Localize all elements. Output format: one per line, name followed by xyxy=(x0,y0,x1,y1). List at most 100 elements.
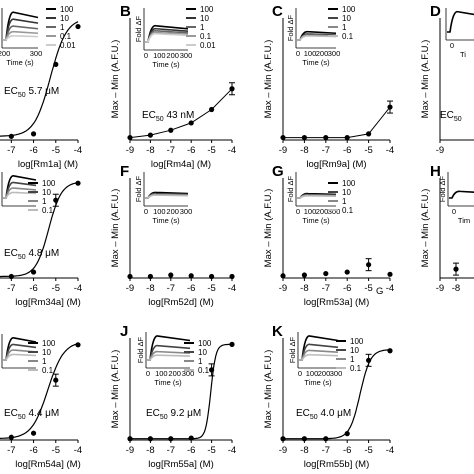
data-point xyxy=(8,273,14,280)
x-axis-label: log[Rm53a] (M) xyxy=(304,297,369,308)
legend-label: 100 xyxy=(42,339,56,348)
data-point xyxy=(229,341,235,347)
data-point xyxy=(8,434,14,440)
data-point xyxy=(280,134,286,141)
data-point xyxy=(366,131,372,137)
x-tick-label: -7 xyxy=(322,145,330,156)
inset-trace xyxy=(447,10,474,33)
x-tick-label: -8 xyxy=(146,145,154,156)
legend-label: 1 xyxy=(60,23,65,32)
x-tick-label: -6 xyxy=(343,445,351,456)
panel-6: G Max – Min (A.F.U.) -9 -8 -7 -6 -5 -4 log[Rm53a… xyxy=(263,163,394,308)
data-point xyxy=(30,430,37,436)
x-axis-label: log[Rm52d] (M) xyxy=(148,297,213,308)
data-point xyxy=(127,273,133,280)
panel-letter: J xyxy=(120,323,128,340)
y-axis-label: Max – Min (A.F.U.) xyxy=(263,350,274,429)
x-tick-label: -4 xyxy=(74,445,82,456)
x-tick-label: -5 xyxy=(52,283,60,294)
x-tick-label: -7 xyxy=(167,445,175,456)
legend-label: 100 xyxy=(342,179,356,188)
x-axis-label: log[Rm4a] (M) xyxy=(151,159,211,170)
x-tick-label: -4 xyxy=(74,145,82,156)
inset-x-tick: 0 xyxy=(146,369,150,378)
ec50-label: EC50 5.7 μM xyxy=(4,86,59,99)
inset-x-tick: 0 xyxy=(296,49,300,58)
data-point xyxy=(323,436,329,442)
data-point xyxy=(344,134,350,141)
ec50-value: 5.7 μM xyxy=(26,86,60,97)
inset-x-tick: 200 xyxy=(0,49,10,58)
inset-y-label: Fold ΔF xyxy=(288,336,297,363)
fit-curve xyxy=(283,106,391,139)
inset-x-tick: 0 xyxy=(144,207,148,216)
data-point xyxy=(53,61,59,67)
y-axis-label: Max – Min (A.F.U.) xyxy=(420,40,431,119)
legend-label: 1 xyxy=(198,357,203,366)
inset-x-tick: 0 xyxy=(450,41,454,50)
x-tick-label: -6 xyxy=(187,145,195,156)
legend-label: 10 xyxy=(60,14,69,23)
x-axis-label: log[Rm55a] (M) xyxy=(148,459,213,470)
legend-label: 0.01 xyxy=(60,41,76,50)
inset-x-label: Tim xyxy=(458,216,470,225)
inset-x-tick: 300 xyxy=(180,207,193,216)
inset-x-label: Time (s) xyxy=(154,378,182,387)
data-point xyxy=(280,273,286,279)
data-point xyxy=(188,273,194,279)
legend-label: 100 xyxy=(60,5,74,14)
inset-x-tick: 300 xyxy=(328,207,341,216)
x-tick-label: -7 xyxy=(7,145,15,156)
inset-x-label: Time (s) xyxy=(152,60,180,69)
x-axis-label: log[Rm55b] (M) xyxy=(304,459,369,470)
legend-label: 100 xyxy=(198,339,212,348)
panel-letter: F xyxy=(120,163,129,180)
inset-trace xyxy=(297,35,337,41)
x-tick-label: -4 xyxy=(228,145,236,156)
legend-label: 1 xyxy=(200,23,205,32)
x-tick-label: -5 xyxy=(52,445,60,456)
legend-label: 0.1 xyxy=(42,206,54,215)
x-axis-label: log[Rm1a] (M) xyxy=(18,159,78,170)
legend-label: 0.1 xyxy=(60,32,72,41)
x-tick-label: -9 xyxy=(126,283,134,294)
x-tick-label: -8 xyxy=(300,145,308,156)
data-point xyxy=(366,357,372,363)
x-tick-label: -6 xyxy=(29,145,37,156)
inset-x-tick: 200 xyxy=(316,207,329,216)
x-tick-label: -5 xyxy=(207,283,215,294)
inset-trace xyxy=(3,191,37,199)
legend-label: 100 xyxy=(42,179,56,188)
data-point xyxy=(301,134,307,141)
x-tick-label: -5 xyxy=(364,145,372,156)
inset-x-tick: 300 xyxy=(180,51,193,60)
inset-plot: 0 Ti xyxy=(445,8,474,59)
x-tick-label: -4 xyxy=(74,283,82,294)
panel-3: D Max – Min (A.F.U.) -9 EC50 0 Ti xyxy=(420,3,474,156)
ec50-value: 4.0 μM xyxy=(318,408,352,419)
data-point xyxy=(75,180,81,186)
ec50-label: EC50 4.0 μM xyxy=(296,408,351,421)
inset-x-tick: 100 xyxy=(304,207,317,216)
legend-label: 100 xyxy=(350,337,364,346)
inset-trace xyxy=(299,353,339,361)
inset-x-tick: 100 xyxy=(304,49,317,58)
y-axis-label: Max – Min (A.F.U.) xyxy=(263,189,274,268)
panel-0: -7 -6 -5 -4 log[Rm1a] (M) EC50 5.7 μM 200 300Ti… xyxy=(0,5,82,170)
data-point xyxy=(147,436,153,442)
panel-letter: K xyxy=(272,323,283,340)
x-tick-label: -6 xyxy=(343,283,351,294)
legend-label: 100 xyxy=(342,5,356,14)
inset-y-label: Fold ΔF xyxy=(438,175,447,202)
x-tick-label: -6 xyxy=(343,145,351,156)
legend-label: 10 xyxy=(198,348,207,357)
inset-x-label: Time (s) xyxy=(302,216,330,225)
inset-trace xyxy=(3,353,37,361)
data-point xyxy=(323,270,329,277)
data-point xyxy=(147,273,153,280)
